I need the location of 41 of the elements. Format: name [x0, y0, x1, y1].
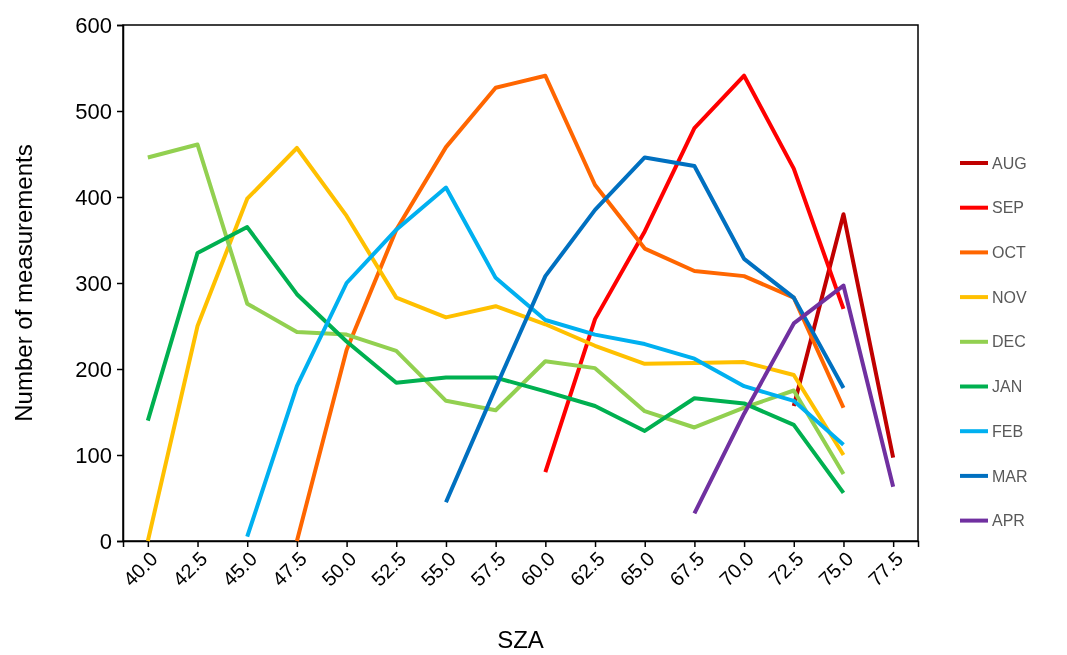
legend-label: NOV [992, 288, 1027, 306]
line-series [543, 73, 846, 475]
x-axis-title: SZA [497, 626, 544, 653]
line-series [443, 155, 846, 505]
x-tick-label: 62.5 [565, 547, 609, 591]
y-tick-label: 100 [75, 442, 112, 468]
line-series [145, 142, 846, 476]
x-tick-label: 42.5 [168, 547, 212, 591]
legend-label: OCT [992, 244, 1026, 261]
line-series [145, 145, 846, 543]
legend-label: FEB [992, 422, 1024, 440]
x-tick-label: 55.0 [416, 547, 460, 591]
y-tick-label: 500 [75, 98, 112, 124]
y-tick-label: 200 [75, 356, 112, 382]
line-series [245, 185, 846, 539]
y-tick-label: 400 [75, 184, 112, 210]
x-tick-label: 60.0 [516, 547, 560, 591]
y-tick-label: 300 [75, 270, 112, 296]
x-tick-label: 50.0 [317, 547, 361, 591]
x-tick-label: 40.0 [118, 547, 162, 591]
x-tick-label: 47.5 [267, 547, 311, 591]
legend-label: JAN [992, 378, 1023, 396]
legend-label: AUG [992, 154, 1027, 172]
legend-label: SEP [992, 199, 1025, 217]
x-tick-label: 72.5 [764, 547, 808, 591]
x-tick-label: 45.0 [218, 547, 262, 591]
legend-label: DEC [992, 333, 1026, 351]
y-axis-title: Number of measurements [10, 144, 37, 422]
x-tick-label: 65.0 [615, 547, 659, 591]
x-tick-label: 70.0 [714, 547, 759, 591]
legend-label: APR [992, 512, 1025, 530]
x-tick-label: 75.0 [814, 547, 858, 591]
line-series [145, 225, 846, 495]
y-tick-label: 600 [75, 12, 112, 38]
x-tick-label: 57.5 [466, 547, 510, 591]
line-series [692, 283, 896, 516]
line-series [294, 73, 846, 543]
y-tick-label: 0 [99, 528, 112, 554]
x-tick-label: 67.5 [665, 547, 709, 591]
x-tick-label: 77.5 [864, 547, 908, 591]
legend-label: MAR [992, 467, 1028, 485]
